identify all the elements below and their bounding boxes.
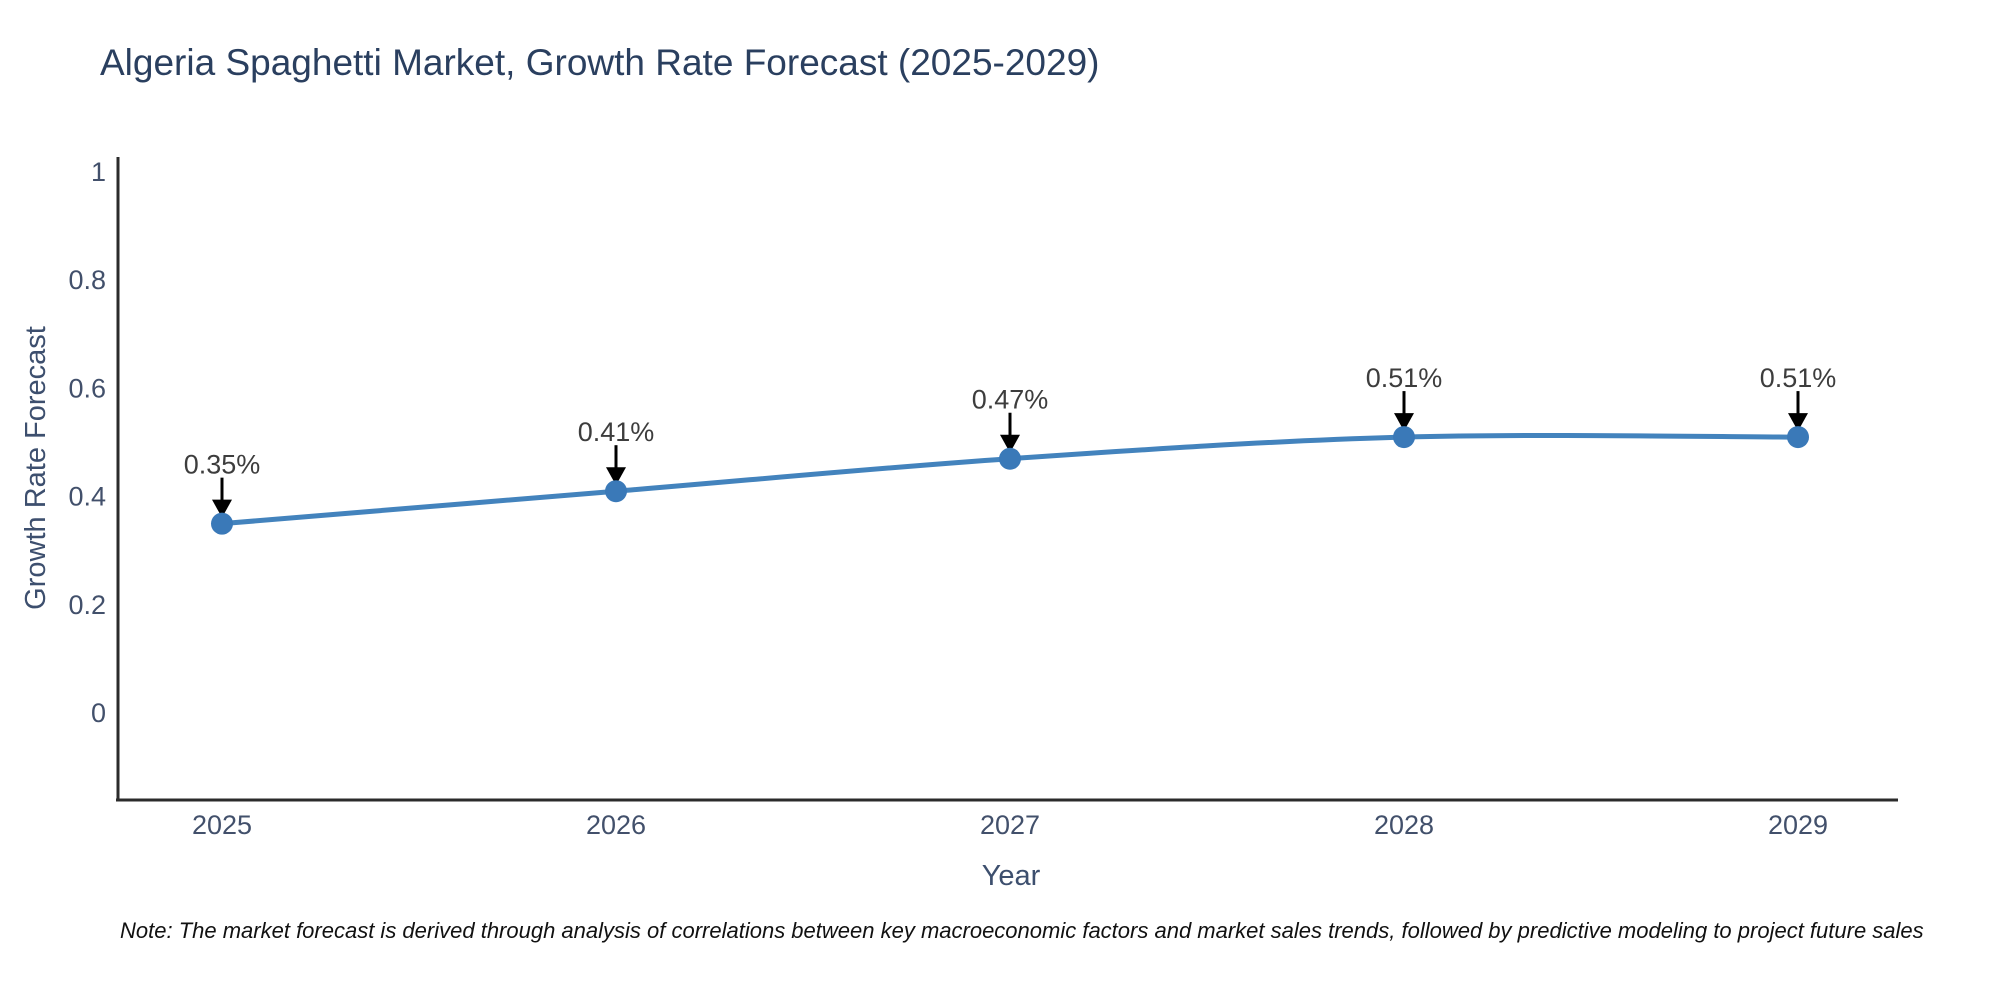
y-tick-label: 0.2: [68, 590, 106, 620]
data-point-marker[interactable]: [1393, 426, 1415, 449]
data-point-marker[interactable]: [605, 480, 627, 503]
annotation-arrowhead-icon: [1000, 434, 1020, 453]
data-point-label: 0.51%: [1366, 363, 1443, 393]
x-tick-label: 2028: [1374, 810, 1434, 840]
y-axis-title: Growth Rate Forecast: [20, 326, 52, 610]
data-point-label: 0.35%: [184, 450, 261, 480]
data-point-label: 0.47%: [972, 385, 1049, 415]
y-tick-label: 0: [91, 698, 106, 728]
chart-title: Algeria Spaghetti Market, Growth Rate Fo…: [100, 42, 1100, 83]
annotation-arrowhead-icon: [1788, 413, 1808, 432]
annotation-arrowhead-icon: [1394, 413, 1414, 432]
y-tick-label: 0.8: [68, 265, 106, 295]
data-point-label: 0.41%: [578, 417, 655, 447]
annotation-arrowhead-icon: [212, 499, 232, 518]
y-tick-label: 0.6: [68, 373, 106, 403]
y-tick-label: 0.4: [68, 482, 106, 512]
data-point-marker[interactable]: [999, 447, 1021, 470]
data-point-marker[interactable]: [211, 512, 233, 535]
footnote: Note: The market forecast is derived thr…: [120, 918, 1924, 943]
data-point-marker[interactable]: [1787, 426, 1809, 449]
x-tick-label: 2029: [1768, 810, 1828, 840]
annotation-arrowhead-icon: [606, 467, 626, 486]
x-tick-label: 2027: [980, 810, 1040, 840]
x-tick-label: 2026: [586, 810, 646, 840]
data-point-label: 0.51%: [1760, 363, 1837, 393]
y-tick-label: 1: [91, 157, 106, 187]
x-axis-title: Year: [982, 860, 1041, 892]
x-tick-label: 2025: [192, 810, 252, 840]
